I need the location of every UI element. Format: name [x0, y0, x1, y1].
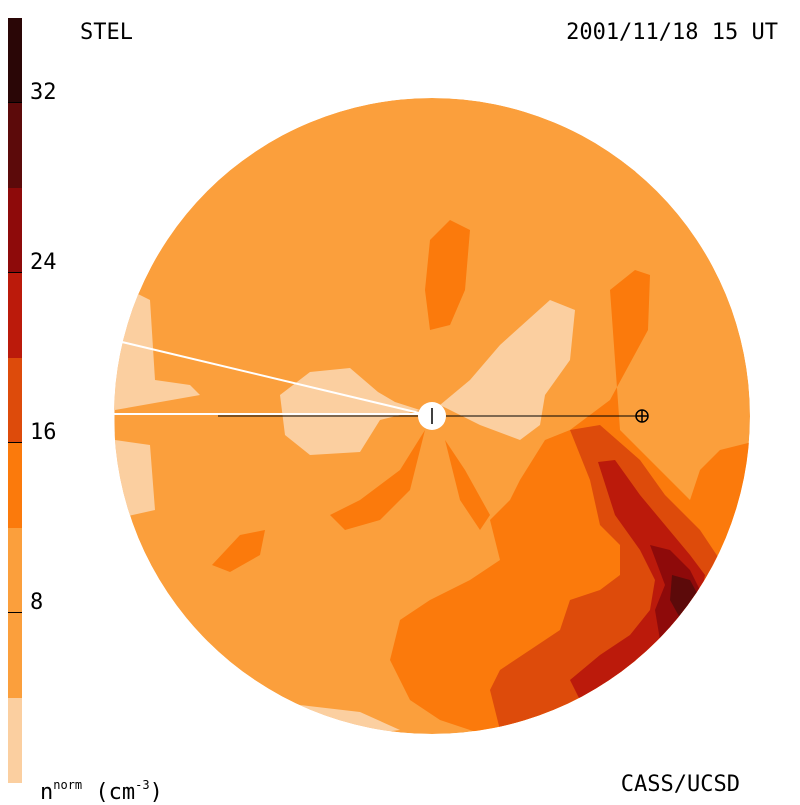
- unit-exponent: -3: [135, 778, 150, 792]
- colorbar-level-5: [8, 188, 22, 273]
- unit-close: ): [149, 780, 163, 805]
- colorbar-tick-label-24: 24: [30, 250, 57, 275]
- low-density-region-center: [280, 368, 420, 455]
- colorbar-tick-16: [8, 442, 22, 443]
- credit-label: CASS/UCSD: [620, 772, 740, 797]
- source-label: STEL: [80, 20, 133, 45]
- colorbar-level-1: [8, 528, 22, 698]
- colorbar-tick-label-8: 8: [30, 590, 44, 615]
- colorbar-level-7: [8, 18, 22, 103]
- mid-density-region-w: [212, 530, 265, 572]
- mid-density-region-sw: [330, 430, 425, 530]
- density-colorbar: [8, 18, 22, 783]
- unit-rest: (cm: [82, 780, 136, 805]
- colorbar-tick-24: [8, 272, 22, 273]
- field-line-upper: [121, 341, 433, 417]
- earth-icon: [635, 409, 649, 423]
- colorbar-tick-8: [8, 612, 22, 613]
- density-unit-label: nnorm (cm-3): [40, 774, 163, 804]
- colorbar-tick-label-32: 32: [30, 80, 57, 105]
- mid-density-region-s: [445, 440, 490, 530]
- low-density-region-left: [114, 280, 200, 520]
- low-density-region-ne: [440, 300, 575, 440]
- colorbar-level-0: [8, 698, 22, 783]
- unit-base: n: [40, 780, 54, 805]
- colorbar-level-6: [8, 103, 22, 188]
- colorbar-tick-label-16: 16: [30, 420, 57, 445]
- peak-density-region-2: [670, 575, 698, 618]
- colorbar-level-3: [8, 358, 22, 443]
- mid-density-region-north: [425, 220, 470, 330]
- unit-superscript: norm: [53, 778, 83, 792]
- colorbar-level-2: [8, 443, 22, 528]
- colorbar-tick-32: [8, 102, 22, 103]
- timestamp-label: 2001/11/18 15 UT: [566, 20, 778, 45]
- colorbar-level-4: [8, 273, 22, 358]
